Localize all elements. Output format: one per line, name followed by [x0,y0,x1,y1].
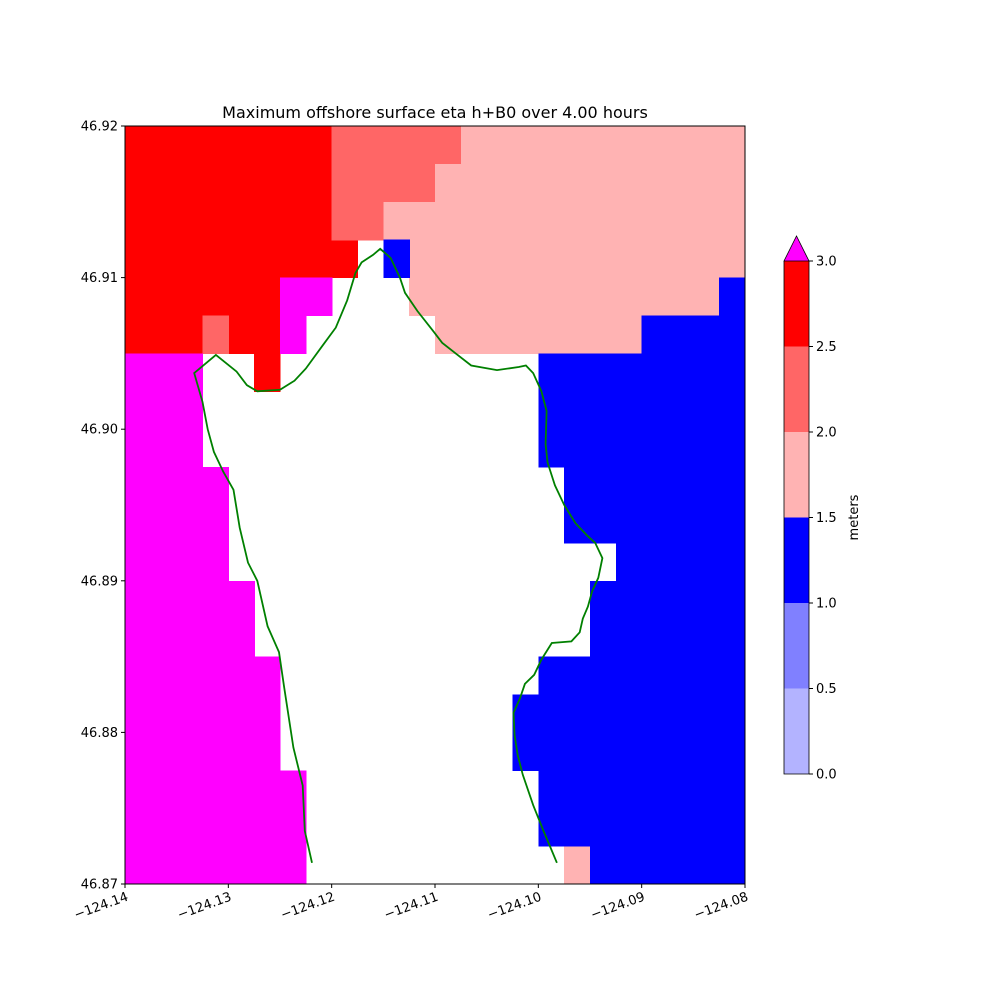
heatmap-cell [331,201,384,241]
colorbar-label: meters [847,494,862,540]
y-tick-label: 46.92 [81,120,118,135]
heatmap-cell [435,315,643,354]
heatmap-cell [538,353,746,468]
heatmap-cell [202,315,229,354]
x-tick-label: −124.13 [176,890,234,923]
heatmap-cell [615,542,746,582]
colorbar-tick-label: 1.5 [816,511,837,526]
heatmap-cell [125,126,333,279]
x-tick-label: −124.11 [382,890,440,923]
heatmap-cell [512,694,746,771]
y-axis: 46.87 46.88 46.89 46.90 46.91 46.92 [81,120,125,893]
heatmap-cell [125,315,204,354]
heatmap-cell [228,315,281,354]
x-tick-label: −124.10 [486,890,544,923]
heatmap-cell [435,163,746,203]
plot-area [124,125,746,885]
colorbar-extend-arrow [783,235,810,262]
heatmap-cell [409,239,746,279]
heatmap-cell [280,315,307,354]
x-tick-label: −124.14 [72,890,130,923]
x-axis: −124.14 −124.13 −124.12 −124.11 −124.10 −124.… [72,884,750,923]
heatmap-cell [331,163,436,203]
colorbar-tick-label: 2.0 [816,426,837,441]
colorbar-swatch [784,432,809,518]
heatmap-cell [564,846,591,885]
heatmap-cell [331,239,359,279]
heatmap-cell [538,770,746,847]
chart-title: Maximum offshore surface eta h+B0 over 4… [222,103,648,122]
heatmap-cell [125,277,281,317]
colorbar-tick-label: 2.5 [816,340,837,355]
heatmap-cell [125,467,229,582]
x-tick-label: −124.08 [692,890,750,923]
x-tick-label: −124.12 [279,890,337,923]
heatmap-cell [383,201,746,241]
colorbar-swatch [784,346,809,432]
heatmap-cell [125,656,281,771]
colorbar-tick-label: 3.0 [816,255,837,270]
colorbar-tick-label: 0.5 [816,682,837,697]
heatmap-cell [125,770,307,885]
colorbar-swatch [784,517,809,603]
y-tick-label: 46.91 [81,271,118,286]
colorbar-swatch [784,688,809,774]
heatmap-cell [280,277,333,317]
x-tick-label: −124.09 [589,890,647,923]
heatmap-cell [331,126,462,165]
heatmap-cell [254,353,281,392]
heatmap-cell [125,353,204,468]
colorbar: 0.0 0.5 1.0 1.5 2.0 2.5 3.0 [783,235,837,783]
heatmap-cell [460,126,746,165]
colorbar-tick-label: 1.0 [816,597,837,612]
colorbar-swatch [784,261,809,347]
heatmap-cell [564,467,746,544]
y-tick-label: 46.90 [81,423,118,438]
heatmap-cell [538,656,746,696]
heatmap-cell [590,580,746,658]
colorbar-tick-label: 0.0 [816,768,837,783]
heatmap-cell [409,277,720,317]
heatmap-cell [125,580,255,658]
heatmap-cell [641,315,746,354]
heatmap-cell [590,846,746,885]
y-tick-label: 46.88 [81,726,118,741]
heatmap-cell [719,277,746,317]
colorbar-swatch [784,603,809,689]
shoreline-contour [193,247,604,864]
y-tick-label: 46.87 [81,878,118,893]
y-tick-label: 46.89 [81,574,118,589]
